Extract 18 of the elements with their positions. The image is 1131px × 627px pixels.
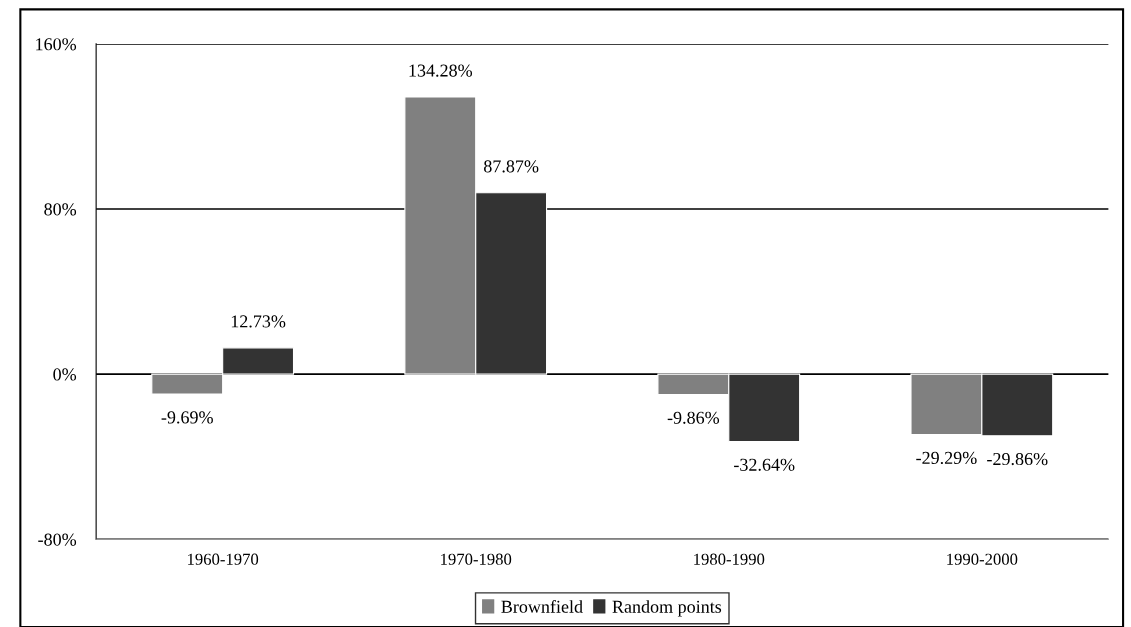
data-label: -9.86% — [667, 411, 720, 424]
y-tick-label: -80% — [38, 533, 77, 546]
data-label: -29.29% — [916, 451, 977, 465]
data-label: 12.73% — [231, 315, 286, 328]
data-label: 134.28% — [409, 64, 473, 77]
y-tick-label: 160% — [36, 38, 77, 51]
x-tick-label: 1990-2000 — [947, 553, 1018, 565]
data-label: 87.87% — [484, 160, 539, 173]
y-tick-label: 0% — [53, 368, 77, 381]
data-label: -29.86% — [987, 452, 1048, 466]
data-label: -9.69% — [161, 411, 213, 424]
y-tick-label: 80% — [44, 203, 77, 216]
data-label: -32.64% — [734, 458, 795, 471]
x-tick-label: 1960-1970 — [188, 553, 259, 565]
legend-label: Brownfield — [501, 599, 583, 613]
legend-label: Random points — [612, 600, 722, 617]
x-tick-label: 1970-1980 — [441, 553, 512, 565]
x-tick-label: 1980-1990 — [694, 553, 765, 565]
